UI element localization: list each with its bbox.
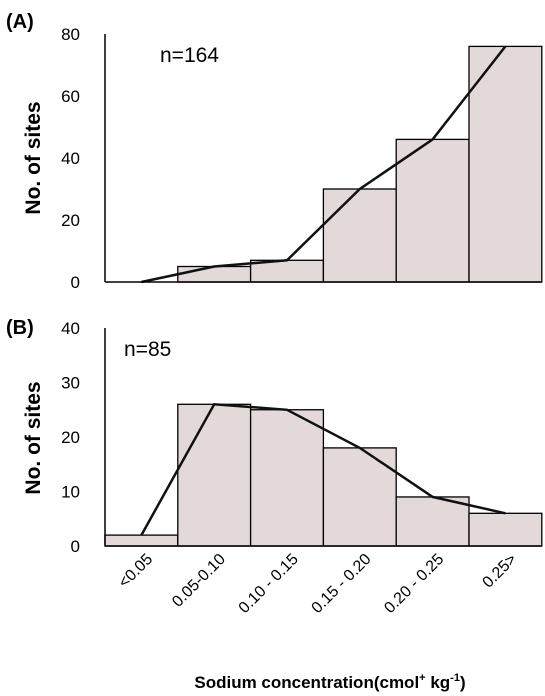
- panel-a-sample-size: n=164: [160, 44, 219, 67]
- panel-a-bar-3: [322, 188, 397, 283]
- x-category-label-2: 0.10 - 0.15: [236, 551, 302, 617]
- panel-b-bar-4: [395, 496, 470, 547]
- panel-a-label: (A): [6, 11, 34, 33]
- panel-b-bar-3: [322, 447, 397, 547]
- panel-a-y-ticks: 0 20 40 60 80: [61, 25, 80, 292]
- panel-a: (A) n=164 No. of sites 0 20 40 60 80: [6, 11, 543, 292]
- panel-a-y-tick-label: 20: [61, 211, 80, 230]
- x-axis-title: Sodium concentration(cmol+ kg-1): [194, 672, 465, 692]
- panel-a-bar-5: [468, 45, 543, 283]
- x-axis-title-sup-minus-one: -1: [450, 672, 460, 684]
- panel-b-y-tick-label: 20: [61, 428, 80, 447]
- panel-b-y-tick-label: 0: [71, 537, 80, 556]
- x-category-label-3: 0.15 - 0.20: [309, 551, 375, 617]
- panel-b-bar-1: [177, 403, 252, 547]
- panel-b-sample-size: n=85: [124, 338, 171, 361]
- panel-a-y-tick-label: 0: [71, 273, 80, 292]
- panel-a-bars: [177, 45, 543, 283]
- panel-a-trend-line: [141, 45, 507, 284]
- x-category-label-4: 0.20 - 0.25: [381, 551, 447, 617]
- x-category-labels: <0.05 0.05-0.10 0.10 - 0.15 0.15 - 0.20 0.20…: [116, 551, 521, 617]
- x-category-label-5: 0.25>: [480, 551, 521, 592]
- panel-b-y-tick-label: 30: [61, 374, 80, 393]
- panel-b-bar-5: [468, 512, 543, 547]
- panel-a-y-axis-title: No. of sites: [22, 101, 45, 214]
- panel-b-y-axis-title: No. of sites: [22, 381, 45, 494]
- x-axis-title-unit: kg: [426, 673, 451, 692]
- panel-a-y-tick-label: 60: [61, 87, 80, 106]
- x-axis-title-sup-plus: +: [419, 672, 425, 684]
- x-category-label-1: 0.05-0.10: [169, 551, 229, 611]
- panel-b-bars: [104, 403, 543, 547]
- panel-b-y-tick-label: 40: [61, 319, 80, 338]
- panel-b-bar-0: [104, 534, 179, 547]
- panel-b-bar-2: [249, 409, 325, 547]
- panel-a-y-tick-label: 80: [61, 25, 80, 44]
- x-axis-title-main: Sodium concentration(cmol: [194, 673, 419, 692]
- panel-b-y-tick-label: 10: [61, 483, 80, 502]
- panel-a-bar-4: [395, 138, 470, 283]
- panel-a-bar-1: [177, 265, 252, 283]
- panel-b-y-ticks: 0 10 20 30 40: [61, 319, 80, 556]
- x-category-label-0: <0.05: [116, 551, 157, 592]
- panel-b: (B) n=85 No. of sites 0 10 20 30 40: [6, 317, 543, 556]
- panel-a-y-tick-label: 40: [61, 149, 80, 168]
- panel-b-label: (B): [6, 317, 34, 339]
- panel-b-trend-line: [140, 402, 506, 536]
- x-axis-title-end: ): [460, 673, 466, 692]
